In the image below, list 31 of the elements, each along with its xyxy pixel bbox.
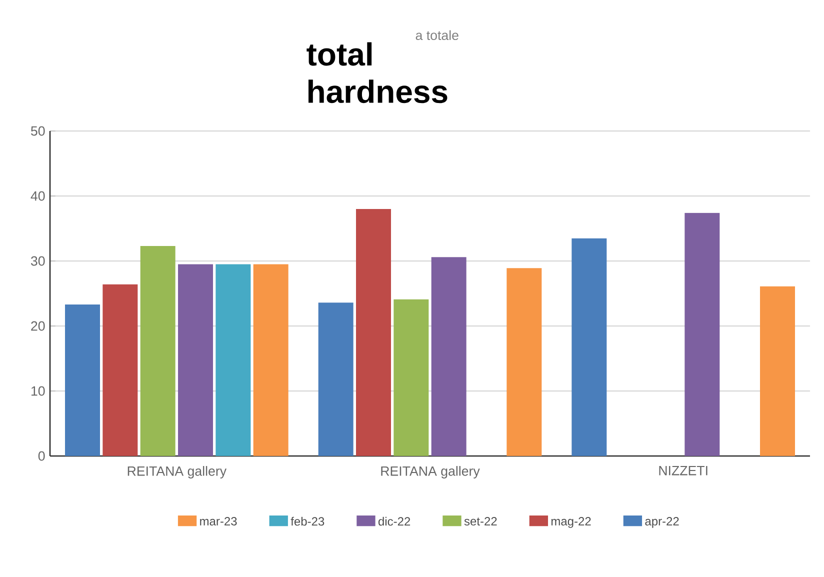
legend-label: feb-23: [290, 516, 324, 526]
bar: [102, 284, 138, 456]
legend-label: apr-22: [645, 516, 679, 528]
bar: [431, 257, 466, 456]
text: a totale: [416, 30, 458, 40]
bar: [572, 238, 607, 456]
bar: [253, 264, 288, 456]
bar: [216, 264, 251, 456]
bar: [394, 299, 429, 456]
bar: [356, 208, 392, 456]
x-tick-label: REITANA gallery: [381, 466, 480, 478]
bar: [684, 212, 720, 456]
bar: [65, 304, 100, 456]
y-tick-label: 30: [30, 256, 45, 266]
bar: [178, 264, 214, 456]
x-tick-label: NIZZETI: [659, 466, 708, 476]
y-tick-label: 50: [31, 126, 45, 136]
y-tick-label: 20: [31, 321, 45, 331]
bar: [140, 246, 176, 456]
bar: [506, 268, 542, 456]
legend-label: mar-23: [200, 516, 237, 526]
chart-title: total hardness: [306, 42, 448, 104]
legend-label: set-22: [464, 516, 497, 526]
y-tick-label: 0: [38, 451, 45, 461]
bar: [318, 302, 354, 456]
bar: [760, 286, 795, 456]
y-tick-label: 10: [31, 386, 45, 396]
y-tick-label: 40: [30, 191, 45, 201]
legend-label: mag-22: [551, 516, 591, 528]
legend-label: dic-22: [378, 516, 410, 526]
x-tick-label: REITANA gallery: [128, 466, 227, 478]
